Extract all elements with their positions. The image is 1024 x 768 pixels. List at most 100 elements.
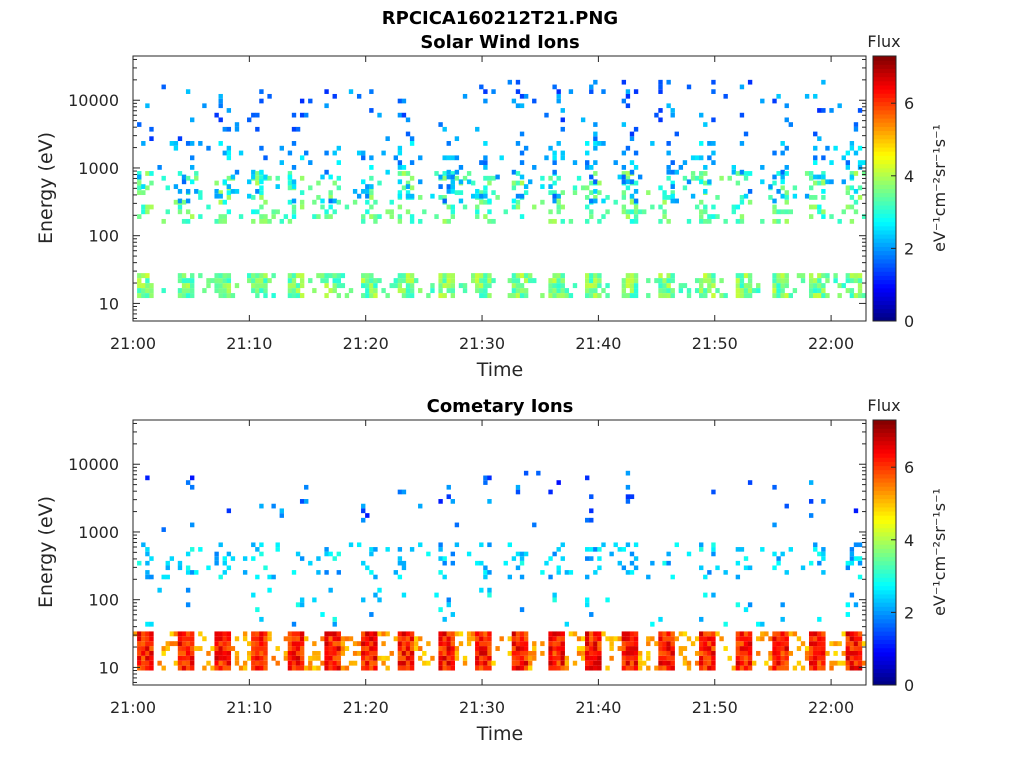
heatmap-cell xyxy=(560,665,565,671)
heatmap-cell xyxy=(438,636,443,642)
heatmap-cell xyxy=(780,278,785,284)
heatmap-cell xyxy=(556,547,561,552)
heatmap-cell xyxy=(523,184,529,189)
solar-wind-colorbar-title: Flux xyxy=(867,32,900,51)
heatmap-cell xyxy=(519,174,525,180)
heatmap-cell xyxy=(670,108,675,113)
heatmap-cell xyxy=(190,179,195,185)
heatmap-cell xyxy=(169,141,175,146)
heatmap-cell xyxy=(560,655,565,661)
heatmap-cell xyxy=(515,288,521,294)
heatmap-cell xyxy=(271,574,276,580)
colorbar-swatch xyxy=(873,453,896,458)
heatmap-cell xyxy=(328,551,333,557)
heatmap-cell xyxy=(206,145,211,151)
heatmap-cell xyxy=(523,288,529,294)
heatmap-cell xyxy=(214,560,219,566)
heatmap-cell xyxy=(177,273,183,279)
heatmap-cell xyxy=(682,646,688,651)
heatmap-cell xyxy=(747,273,753,279)
heatmap-cell xyxy=(833,650,838,656)
heatmap-cell xyxy=(597,180,602,186)
heatmap-cell xyxy=(629,631,635,637)
heatmap-cell xyxy=(487,587,492,593)
heatmap-cell xyxy=(633,646,639,651)
heatmap-cell xyxy=(511,288,517,294)
heatmap-cell xyxy=(735,547,741,552)
heatmap-cell xyxy=(218,214,223,219)
heatmap-cell xyxy=(405,631,411,637)
heatmap-cell xyxy=(299,204,305,210)
heatmap-cell xyxy=(137,665,142,671)
heatmap-cell xyxy=(442,273,447,279)
heatmap-cell xyxy=(568,218,574,224)
heatmap-cell xyxy=(507,636,513,642)
colorbar-swatch xyxy=(873,68,896,74)
heatmap-cell xyxy=(585,204,590,210)
colorbar-swatch xyxy=(873,535,896,541)
heatmap-cell xyxy=(629,646,635,651)
heatmap-cell xyxy=(825,650,830,656)
heatmap-cell xyxy=(141,641,146,647)
heatmap-cell xyxy=(743,655,749,661)
heatmap-cell xyxy=(361,655,366,661)
heatmap-cell xyxy=(699,141,704,146)
heatmap-cell xyxy=(658,117,663,123)
heatmap-cell xyxy=(511,293,517,299)
heatmap-cell xyxy=(332,288,337,294)
heatmap-cell xyxy=(397,218,403,224)
colorbar-tick-label: 4 xyxy=(904,167,914,186)
heatmap-cell xyxy=(511,98,517,104)
heatmap-cell xyxy=(218,655,223,661)
heatmap-cell xyxy=(589,288,594,294)
heatmap-cell xyxy=(670,636,675,642)
heatmap-cell xyxy=(177,631,183,637)
colorbar-swatch xyxy=(873,560,896,566)
heatmap-cell xyxy=(442,195,447,200)
heatmap-cell xyxy=(528,665,533,671)
heatmap-cell xyxy=(760,547,765,552)
heatmap-cell xyxy=(361,650,366,656)
heatmap-cell xyxy=(552,169,557,175)
heatmap-cell xyxy=(295,641,301,647)
heatmap-cell xyxy=(548,288,553,294)
heatmap-cell xyxy=(519,214,525,219)
heatmap-cell xyxy=(454,655,460,661)
heatmap-cell xyxy=(637,209,643,215)
heatmap-cell xyxy=(137,636,142,642)
heatmap-cell xyxy=(523,646,529,651)
heatmap-cell xyxy=(536,470,541,476)
y-tick-label: 100 xyxy=(88,227,119,246)
heatmap-cell xyxy=(328,190,333,196)
heatmap-cell xyxy=(646,641,651,647)
heatmap-cell xyxy=(226,293,232,299)
heatmap-cell xyxy=(267,574,272,580)
heatmap-cell xyxy=(780,150,785,156)
heatmap-cell xyxy=(821,188,826,194)
heatmap-cell xyxy=(145,278,150,284)
heatmap-cell xyxy=(397,278,403,284)
heatmap-cell xyxy=(670,665,675,671)
heatmap-cell xyxy=(137,171,142,176)
heatmap-cell xyxy=(788,650,793,656)
heatmap-cell xyxy=(483,475,488,481)
heatmap-cell xyxy=(475,273,480,279)
heatmap-cell xyxy=(295,655,301,661)
heatmap-cell xyxy=(735,660,741,666)
heatmap-cell xyxy=(373,665,378,671)
heatmap-cell xyxy=(242,631,248,637)
heatmap-cell xyxy=(365,288,370,294)
heatmap-cell xyxy=(336,641,341,647)
heatmap-cell xyxy=(813,155,818,161)
heatmap-cell xyxy=(515,103,521,109)
heatmap-cell xyxy=(776,631,781,637)
heatmap-cell xyxy=(405,180,411,186)
heatmap-cell xyxy=(259,195,264,200)
heatmap-cell xyxy=(418,646,423,651)
colorbar-swatch xyxy=(873,192,896,198)
heatmap-cell xyxy=(320,278,325,284)
heatmap-cell xyxy=(479,655,484,661)
heatmap-cell xyxy=(222,126,227,132)
heatmap-cell xyxy=(324,551,329,557)
heatmap-cell xyxy=(324,631,329,637)
